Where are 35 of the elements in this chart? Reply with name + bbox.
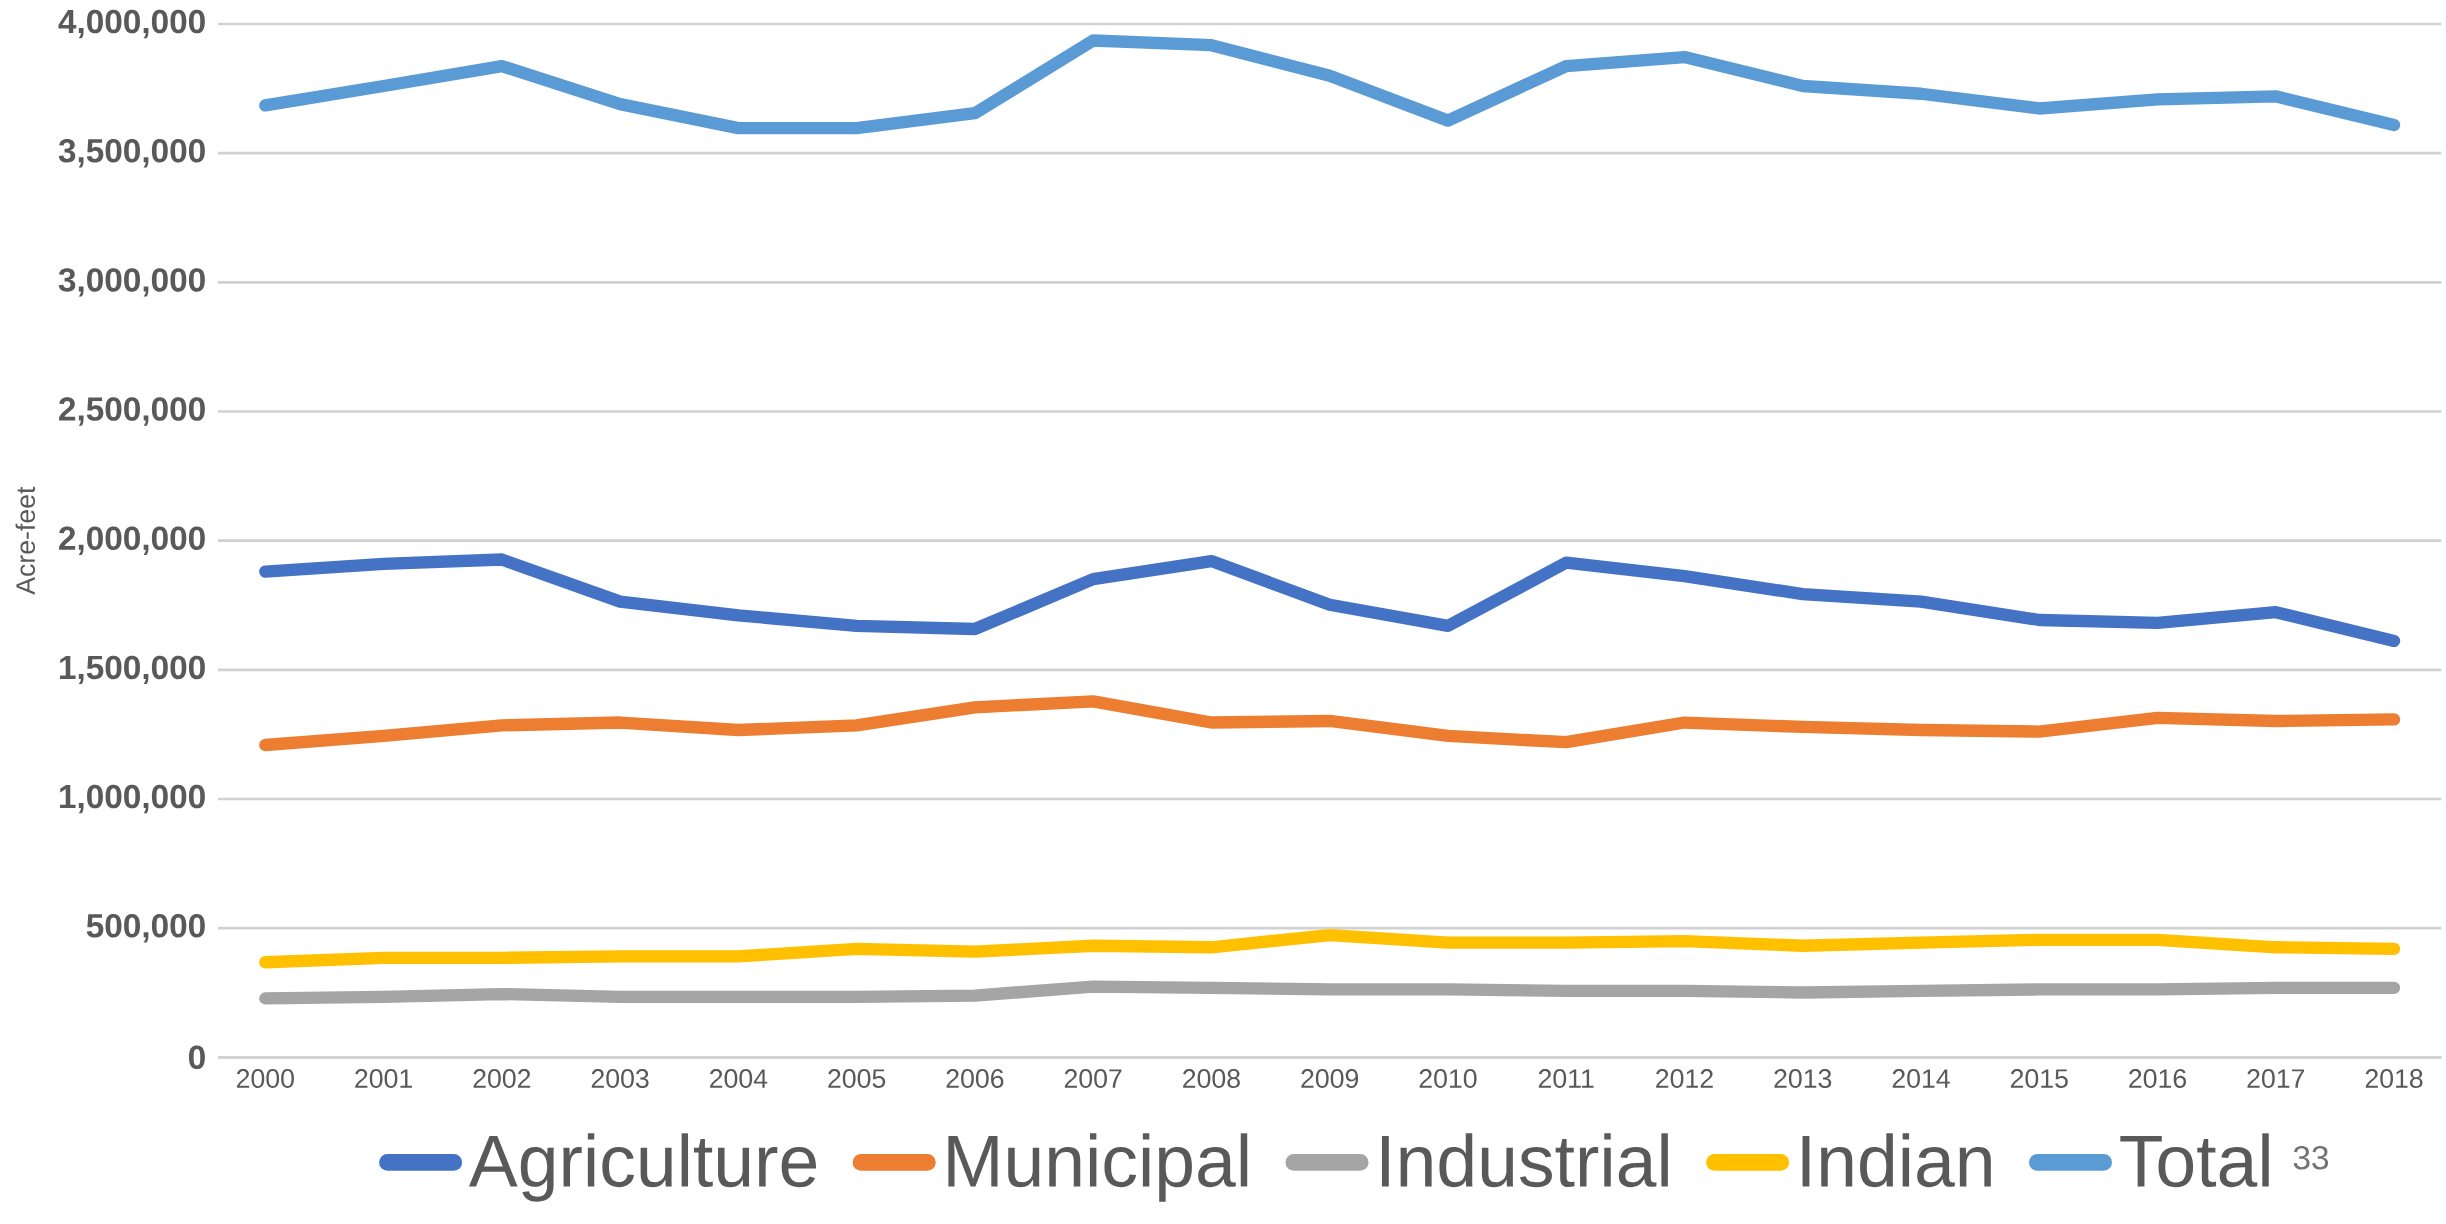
y-tick-label: 2,000,000: [59, 526, 205, 555]
x-tick-label: 2004: [710, 1069, 768, 1088]
x-tick-label: 2002: [473, 1069, 531, 1088]
x-tick-label: 2017: [2247, 1069, 2305, 1088]
x-tick-label: 2018: [2365, 1069, 2423, 1088]
x-tick-label: 2005: [828, 1069, 886, 1088]
legend-label: Municipal: [948, 1133, 1248, 1202]
y-tick-label: 3,000,000: [58, 268, 205, 297]
x-tick-label: 2007: [1064, 1069, 1122, 1088]
y-tick-label: 1,500,000: [60, 655, 205, 685]
text: 33: [2293, 1145, 2329, 1170]
y-tick-label: 3,500,000: [58, 138, 205, 168]
legend-label: Industrial: [1381, 1133, 1668, 1188]
x-tick-label: 2016: [2129, 1069, 2186, 1088]
x-tick-label: 2012: [1656, 1069, 1713, 1088]
y-tick-label: 1,000,000: [60, 784, 205, 814]
x-tick-label: 2009: [1301, 1069, 1359, 1088]
y-tick-label: 4,000,000: [58, 9, 205, 39]
legend-label: Indian: [1802, 1133, 1991, 1188]
y-tick-label: 2,500,000: [59, 397, 205, 426]
legend-label: Total: [2120, 1133, 2269, 1188]
x-tick-label: 2014: [1892, 1069, 1950, 1088]
x-tick-label: 2001: [355, 1069, 412, 1088]
x-tick-label: 2015: [2010, 1069, 2068, 1088]
y-tick-label: 500,000: [86, 913, 205, 943]
x-tick-label: 2006: [946, 1069, 1004, 1088]
x-tick-label: 2011: [1538, 1069, 1594, 1088]
x-tick-label: 2008: [1183, 1069, 1240, 1088]
x-tick-label: 2003: [591, 1069, 649, 1088]
x-tick-label: 2000: [237, 1069, 294, 1088]
y-tick-label: 0: [188, 1045, 205, 1070]
y-axis-title: Acre-feet: [15, 486, 36, 595]
x-tick-label: 2010: [1419, 1069, 1477, 1088]
x-tick-label: 2013: [1774, 1069, 1832, 1088]
legend-label: Agriculture: [468, 1133, 817, 1202]
